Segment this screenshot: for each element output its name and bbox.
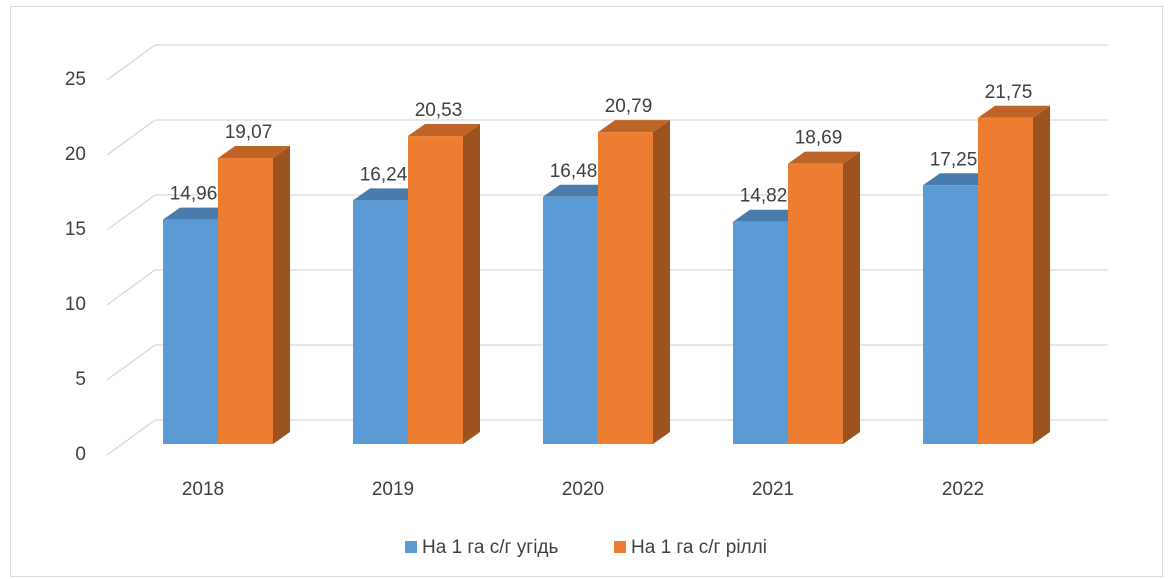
bar-side [843, 151, 860, 444]
data-label: 19,07 [225, 122, 273, 143]
bar-top [598, 120, 670, 133]
x-tick-label: 2021 [752, 479, 794, 500]
x-tick-label: 2018 [182, 479, 224, 500]
grid-line [106, 119, 1108, 156]
grid-line [106, 44, 1108, 81]
y-tick-label: 15 [65, 219, 86, 240]
data-label: 17,25 [930, 149, 978, 170]
bar-top [353, 188, 425, 201]
bar-side [273, 145, 290, 444]
bar-top [733, 209, 805, 222]
bar-top [218, 145, 290, 158]
y-tick-label: 20 [65, 144, 86, 165]
legend-label: На 1 га с/г угідь [422, 537, 558, 558]
legend-swatch [614, 541, 626, 553]
data-label: 21,75 [985, 82, 1033, 103]
data-label: 20,79 [605, 96, 653, 117]
y-tick-label: 0 [75, 444, 86, 465]
bar-top [163, 207, 235, 220]
data-label: 16,24 [360, 164, 408, 185]
data-label: 16,48 [550, 161, 598, 182]
y-tick-label: 10 [65, 294, 86, 315]
x-tick-label: 2019 [372, 479, 414, 500]
x-tick-label: 2022 [942, 479, 984, 500]
bar-top [543, 184, 615, 197]
bar-front [163, 219, 218, 444]
bar-front [978, 117, 1033, 444]
x-tick-label: 2020 [562, 479, 604, 500]
y-tick-label: 25 [65, 69, 86, 90]
data-label: 14,96 [170, 184, 218, 205]
bar-front [598, 132, 653, 444]
bar-side [1033, 105, 1050, 444]
bar-top [923, 173, 995, 186]
bar-front [218, 157, 273, 444]
bar-side [463, 124, 480, 445]
data-label: 20,53 [415, 100, 463, 121]
y-tick-label: 5 [75, 369, 86, 390]
bar-front [353, 200, 408, 444]
bar-top [978, 105, 1050, 118]
bar-front [408, 136, 463, 445]
legend-label: На 1 га с/г ріллі [631, 537, 767, 558]
data-label: 18,69 [795, 128, 843, 149]
bar-front [733, 221, 788, 444]
bar-top [408, 124, 480, 137]
bar-top [788, 151, 860, 164]
legend-swatch [405, 541, 417, 553]
bar-front [923, 185, 978, 444]
bar-front [543, 196, 598, 444]
bar-front [788, 163, 843, 444]
bar-side [653, 120, 670, 445]
data-label: 14,82 [740, 186, 788, 207]
